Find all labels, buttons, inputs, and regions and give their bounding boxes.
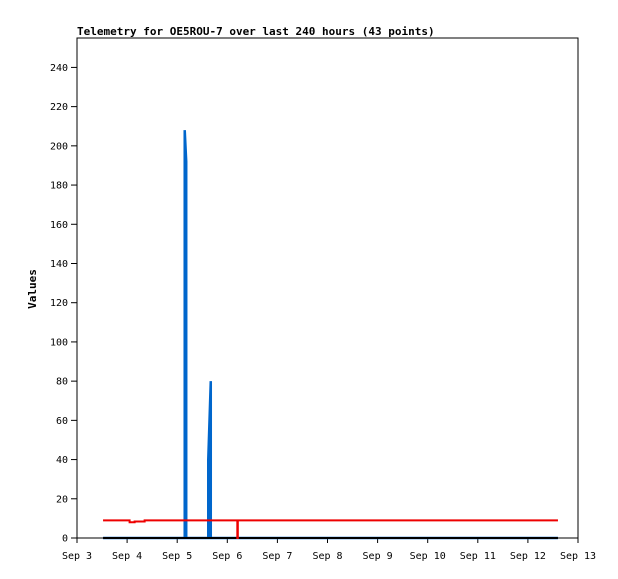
x-tick-label: Sep 5 bbox=[162, 551, 192, 562]
y-tick-label: 240 bbox=[50, 63, 68, 74]
x-axis: Sep 3 Sep 4 Sep 5 Sep 6 Sep 7 Sep 8 Sep 9 Sep 1… bbox=[62, 538, 596, 562]
y-tick-label: 0 bbox=[62, 534, 68, 545]
x-tick-label: Sep 4 bbox=[112, 551, 142, 562]
x-tick-label: Sep 12 bbox=[510, 551, 546, 562]
y-axis: 0 20 40 60 80 100 120 140 160 180 200 220 240 bbox=[50, 63, 77, 545]
x-tick-label: Sep 6 bbox=[212, 551, 242, 562]
y-tick-label: 40 bbox=[56, 455, 68, 466]
series-line-2 bbox=[103, 519, 558, 539]
y-tick-label: 180 bbox=[50, 181, 68, 192]
y-tick-label: 160 bbox=[50, 220, 68, 231]
y-tick-label: 100 bbox=[50, 337, 68, 348]
y-tick-label: 120 bbox=[50, 298, 68, 309]
x-tick-label: Sep 8 bbox=[312, 551, 342, 562]
x-tick-label: Sep 9 bbox=[363, 551, 393, 562]
y-axis-label: Values bbox=[26, 269, 39, 309]
series-layer bbox=[103, 130, 558, 540]
x-tick-label: Sep 11 bbox=[460, 551, 496, 562]
y-tick-label: 60 bbox=[56, 416, 68, 427]
x-tick-label: Sep 3 bbox=[62, 551, 92, 562]
y-tick-label: 80 bbox=[56, 377, 68, 388]
chart-title: Telemetry for OE5ROU-7 over last 240 hou… bbox=[77, 25, 435, 38]
y-tick-label: 140 bbox=[50, 259, 68, 270]
plot-frame bbox=[76, 37, 579, 539]
y-tick-label: 220 bbox=[50, 102, 68, 113]
y-tick-label: 20 bbox=[56, 494, 68, 505]
x-tick-label: Sep 13 bbox=[560, 551, 596, 562]
y-tick-label: 200 bbox=[50, 141, 68, 152]
x-tick-label: Sep 7 bbox=[262, 551, 292, 562]
x-tick-label: Sep 10 bbox=[410, 551, 446, 562]
